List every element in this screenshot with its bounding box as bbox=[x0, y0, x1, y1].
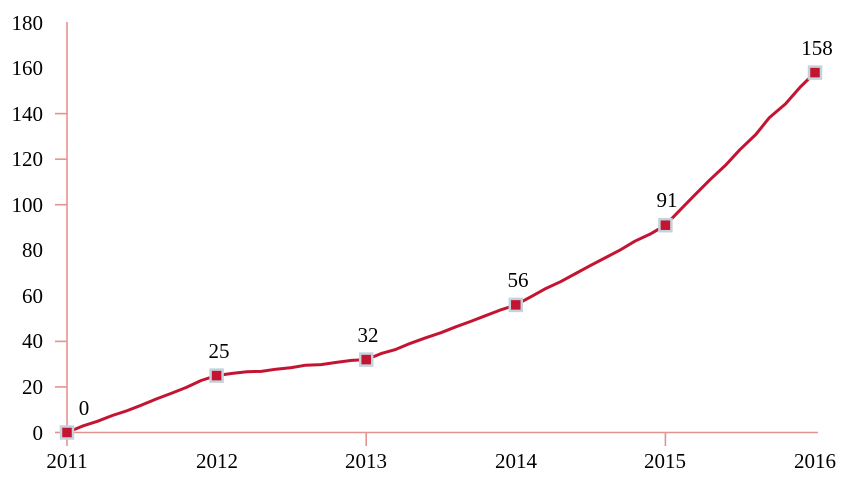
x-tick-label: 2015 bbox=[644, 449, 686, 473]
data-point-marker bbox=[807, 65, 823, 80]
y-tick-label: 140 bbox=[11, 102, 44, 126]
y-tick-label: 120 bbox=[11, 147, 44, 171]
y-tick-label: 160 bbox=[11, 56, 44, 80]
y-tick-label: 60 bbox=[22, 284, 43, 308]
y-tick-label: 20 bbox=[22, 375, 43, 399]
y-tick-label: 100 bbox=[11, 193, 44, 217]
data-label: 25 bbox=[208, 339, 230, 363]
data-label: 32 bbox=[357, 323, 379, 347]
data-point-marker bbox=[358, 352, 374, 367]
data-point-marker bbox=[658, 217, 673, 233]
data-label: 56 bbox=[507, 268, 529, 292]
data-point-marker bbox=[209, 368, 224, 383]
y-tick-label: 180 bbox=[11, 11, 44, 35]
x-tick-label: 2011 bbox=[46, 449, 88, 473]
data-line bbox=[66, 71, 817, 434]
x-tick-label: 2012 bbox=[196, 449, 238, 473]
x-tick-label: 2016 bbox=[794, 449, 836, 473]
data-label: 91 bbox=[656, 188, 678, 212]
data-label: 0 bbox=[78, 396, 90, 420]
data-label: 158 bbox=[801, 36, 833, 60]
data-point-marker bbox=[508, 297, 524, 313]
y-tick-label: 0 bbox=[32, 421, 44, 445]
y-tick-label: 40 bbox=[22, 329, 43, 353]
x-tick-label: 2014 bbox=[495, 449, 537, 473]
data-point-marker bbox=[59, 425, 75, 440]
y-tick-label: 80 bbox=[22, 238, 43, 262]
x-tick-label: 2013 bbox=[345, 449, 387, 473]
